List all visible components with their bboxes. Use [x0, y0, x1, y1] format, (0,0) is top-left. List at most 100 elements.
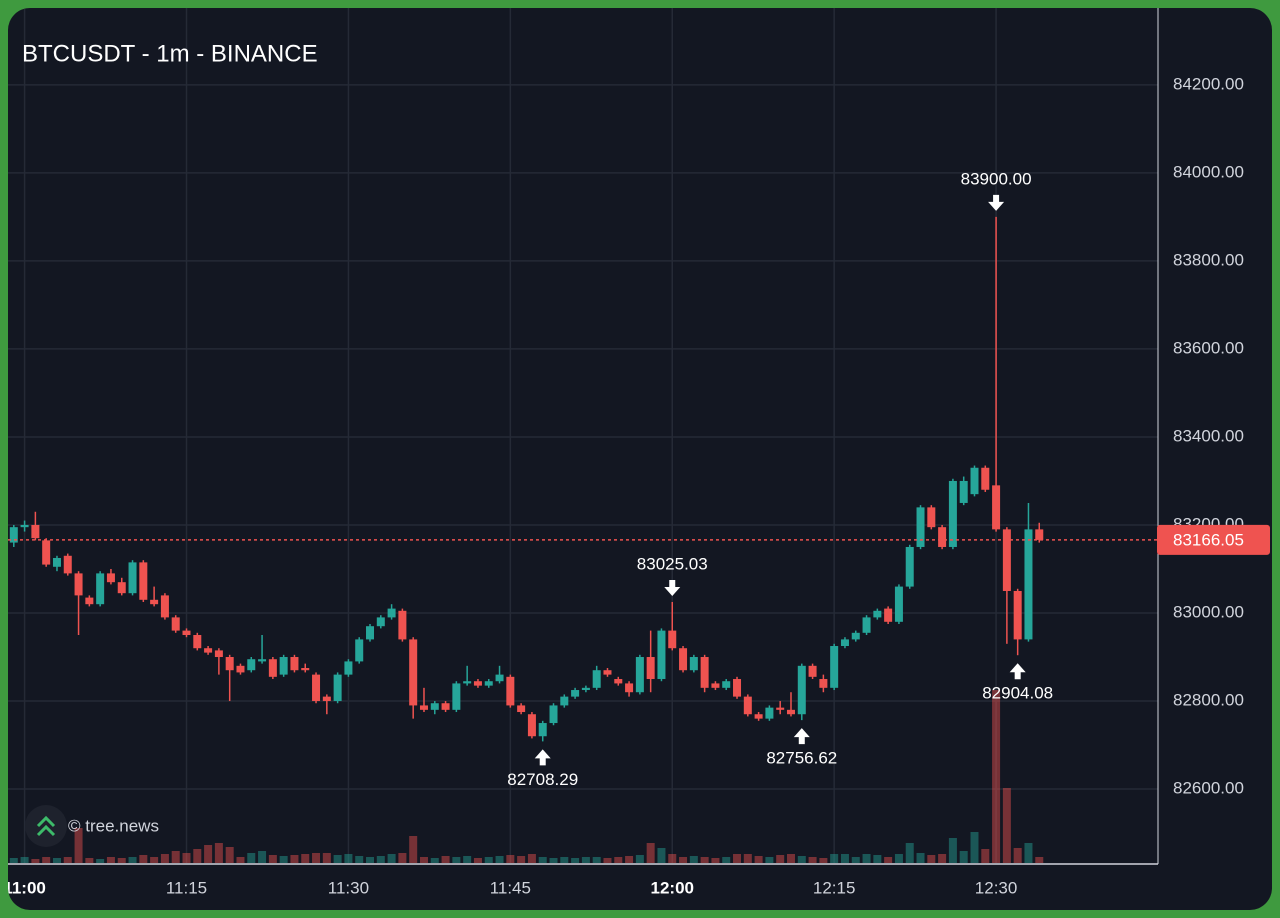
candle-body [722, 681, 731, 688]
volume-bar [733, 854, 742, 863]
volume-bar [786, 854, 795, 863]
volume-bar [808, 857, 817, 863]
volume-bar [20, 857, 29, 863]
candle-body [106, 573, 115, 583]
volume-bar [117, 858, 126, 863]
volume-bar [376, 856, 385, 863]
volume-bar [571, 858, 580, 863]
volume-bar [366, 857, 375, 863]
marker-arrow [534, 749, 551, 766]
candle-body [646, 657, 655, 680]
candle-body [819, 679, 828, 688]
candle-body [689, 657, 698, 671]
marker-arrow [988, 194, 1005, 211]
candle-body [517, 705, 526, 713]
volume-bar [96, 859, 105, 863]
candle-body [743, 696, 752, 715]
volume-bar [409, 836, 418, 863]
candle-body [150, 599, 159, 605]
candle-body [592, 670, 601, 688]
candle-body [981, 467, 990, 490]
volume-bar [42, 857, 51, 863]
candle-body [85, 597, 94, 605]
volume-bar [668, 854, 677, 863]
candle-body [840, 639, 849, 647]
candle-body [733, 679, 742, 697]
volume-bar [884, 857, 893, 863]
volume-bar [74, 828, 83, 863]
volume-bar [171, 851, 180, 863]
volume-bar [258, 851, 267, 863]
volume-bar [290, 855, 299, 863]
candle-body [204, 648, 213, 653]
volume-bar [387, 854, 396, 863]
marker-label: 82904.08 [982, 684, 1053, 703]
candle-body [797, 665, 806, 715]
volume-bar [333, 855, 342, 863]
candle-body [279, 657, 288, 675]
chart-panel: 82600.0082800.0083000.0083200.0083400.00… [3, 8, 1272, 910]
candle-body [571, 690, 580, 697]
volume-bar [948, 838, 957, 863]
x-tick-label: 12:30 [975, 878, 1018, 897]
volume-bar [614, 857, 623, 863]
volume [9, 690, 1044, 863]
volume-bar [106, 857, 115, 863]
volume-bar [711, 858, 720, 863]
volume-bar [776, 855, 785, 863]
volume-bar [527, 854, 536, 863]
volume-bar [441, 856, 450, 863]
volume-bar [592, 857, 601, 863]
candle-body [419, 705, 428, 710]
candle-body [171, 617, 180, 631]
volume-bar [419, 857, 428, 863]
volume-bar [635, 855, 644, 863]
logo [25, 805, 67, 847]
candle-body [290, 657, 299, 671]
volume-bar [52, 858, 61, 863]
candle-body [473, 681, 482, 686]
volume-bar [646, 843, 655, 863]
y-tick-label: 84000.00 [1173, 162, 1244, 181]
candle-body [1035, 529, 1044, 540]
candle-body [96, 573, 105, 605]
volume-bar [1002, 788, 1011, 863]
background [8, 8, 1272, 910]
candle-body [20, 524, 29, 528]
volume-bar [247, 853, 256, 863]
candle-body [430, 703, 439, 710]
candle-body [1002, 529, 1011, 591]
y-tick-label: 83600.00 [1173, 338, 1244, 357]
candle-body [9, 527, 18, 543]
candle-body [668, 630, 677, 649]
volume-bar [862, 854, 871, 863]
volume-bar [1013, 848, 1022, 863]
candle-body [301, 668, 310, 671]
candle-body [160, 595, 169, 618]
candle-body [776, 707, 785, 710]
x-tick-label: 11:00 [3, 878, 46, 897]
y-tick-label: 83800.00 [1173, 250, 1244, 269]
candle-body [31, 524, 40, 539]
marker-label: 82756.62 [766, 749, 837, 768]
candle-body [1024, 529, 1033, 640]
volume-bar [193, 849, 202, 863]
candle-body [581, 687, 590, 691]
candle-body [657, 630, 666, 680]
candle-body [236, 665, 245, 673]
candle-body [905, 546, 914, 587]
volume-bar [560, 857, 569, 863]
volume-bar [63, 857, 72, 863]
candle-body [894, 586, 903, 622]
candle-body [948, 480, 957, 547]
volume-bar [268, 855, 277, 863]
volume-bar [981, 849, 990, 863]
candle-body [938, 527, 947, 547]
candle-body [214, 650, 223, 658]
volume-bar [506, 855, 515, 863]
volume-bar [279, 856, 288, 863]
candle-body [614, 679, 623, 684]
volume-bar [754, 856, 763, 863]
